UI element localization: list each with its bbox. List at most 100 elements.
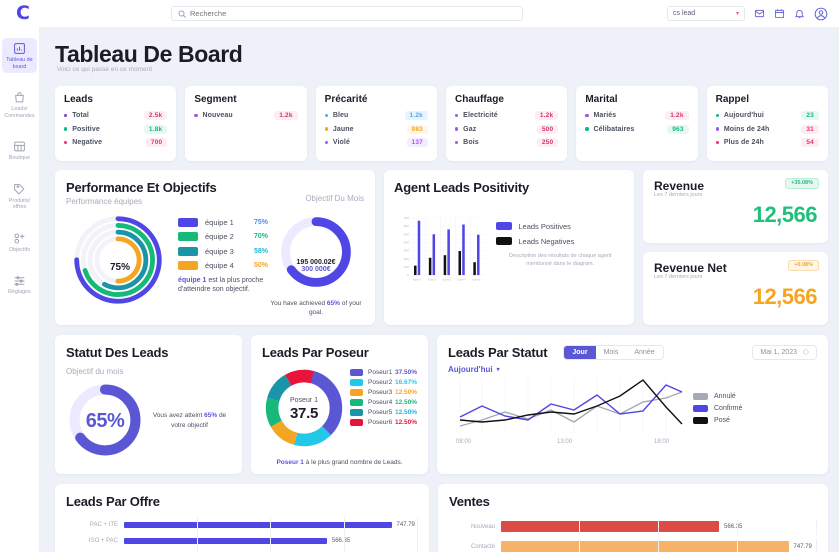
objectif-donut-svg <box>281 216 351 287</box>
brand-logo[interactable]: C <box>0 4 46 23</box>
kpi-card-rappel: Rappel Aujourd'hui 23 Moins de 24h 31 Pl… <box>706 86 828 161</box>
revenue-net-value: 12,566 <box>752 283 818 309</box>
legend-item: Leads Negatives <box>496 237 624 246</box>
store-icon <box>14 141 25 152</box>
kpi-row-item: Jaune 983 <box>324 124 428 134</box>
date-picker[interactable]: Mai 1, 2023 <box>752 344 817 360</box>
sidebar-item-label: Leads/ Commandes <box>4 106 35 119</box>
leads-par-offre-card: Leads Par Offre PAC + ITE 747.79 ISO + P… <box>55 483 429 552</box>
bell-icon[interactable] <box>794 8 805 19</box>
agent-description: Description des résultats de chaque agen… <box>508 252 612 267</box>
sidebar-item-leads-commandes[interactable]: Leads/ Commandes <box>2 87 37 122</box>
legend-item: Poseur1 37.50% <box>350 368 417 376</box>
kpi-value: 963 <box>667 124 689 134</box>
performance-legend: équipe 1 75% équipe 2 70% équipe 3 58% <box>174 212 268 317</box>
statut-line-filter[interactable]: Aujourd'hui ▾ <box>448 365 817 374</box>
sidebar-item-reglages[interactable]: Réglages <box>2 270 37 299</box>
revenue-value: 12,566 <box>752 201 818 227</box>
revenue-subtitle: Les 7 derniers jours <box>654 191 703 198</box>
svg-text:Agent2: Agent2 <box>428 277 437 281</box>
kpi-label: Aujourd'hui <box>723 112 764 119</box>
kpi-value: 2.5k <box>143 111 168 120</box>
kpi-label: Total <box>72 112 89 119</box>
app-shell: Tableau de board Leads/ Commandes Boutiq… <box>0 27 839 552</box>
performance-radial-chart: 75% <box>66 212 174 317</box>
calendar-icon[interactable] <box>774 8 785 19</box>
legend-label: équipe 1 <box>205 217 234 227</box>
legend-item: Confirmé <box>693 404 742 412</box>
tab-annee[interactable]: Année <box>634 348 655 356</box>
kpi-row-item: Nouveau 1.2k <box>194 111 298 120</box>
date-picker-value: Mai 1, 2023 <box>760 348 797 356</box>
offre-value: 747.79 <box>396 521 415 528</box>
performance-card: Performance Et Objectifs Performance équ… <box>55 169 375 325</box>
kpi-label: Plus de 24h <box>723 139 764 146</box>
kpi-title: Marital <box>585 94 618 105</box>
legend-item: équipe 4 50% <box>178 261 268 270</box>
svg-text:200: 200 <box>404 256 409 260</box>
revenue-badge: +35.08% <box>785 177 819 189</box>
legend-swatch <box>350 398 363 406</box>
tab-jour[interactable]: Jour <box>564 345 596 359</box>
mail-icon[interactable] <box>754 8 765 19</box>
kpi-title: Précarité <box>324 94 368 105</box>
legend-item: Leads Positives <box>496 222 624 231</box>
legend-item: Poseur3 12.50% <box>350 388 417 396</box>
svg-text:400: 400 <box>404 240 409 244</box>
ventes-category: Contacté <box>470 543 495 550</box>
legend-value: 12.50% <box>394 398 417 406</box>
performance-center-pct: 75% <box>109 262 130 274</box>
statut-note-pre: Vous avez atteint <box>152 412 205 420</box>
legend-item: Poseur2 16.67% <box>350 378 417 386</box>
legend-label: Leads Positives <box>518 221 571 231</box>
offre-bar-track: 566.35 <box>124 532 418 549</box>
statut-donut-chart: 65% <box>66 381 144 462</box>
legend-swatch <box>350 378 363 386</box>
bag-icon <box>15 92 24 103</box>
statut-subtitle: Objectif du mois <box>66 366 124 376</box>
offre-bar-track: 747.79 <box>124 516 418 533</box>
sidebar: Tableau de board Leads/ Commandes Boutiq… <box>0 27 39 552</box>
kpi-label: Bleu <box>332 112 349 119</box>
kpi-card-chauffage: Chauffage Electricité 1.2k Gaz 500 Bois … <box>445 86 568 161</box>
tab-mois[interactable]: Mois <box>603 348 619 356</box>
statut-line-chart <box>459 377 683 434</box>
chevron-down-icon: ▾ <box>496 366 500 373</box>
x-tick-label: 18:00 <box>654 438 670 445</box>
avatar[interactable] <box>814 7 828 21</box>
legend-label: Posé <box>714 416 730 424</box>
status-dot <box>585 127 589 131</box>
kpi-row-item: Bleu 1.2k <box>324 111 428 120</box>
kpi-row-item: Célibataires 963 <box>585 124 689 134</box>
performance-note-rest: est la plus proche d'atteindre son objec… <box>178 276 264 293</box>
sidebar-item-tableau-de-board[interactable]: Tableau de board <box>2 38 37 73</box>
kpi-value: 983 <box>406 124 428 134</box>
legend-value: 58% <box>253 247 268 255</box>
svg-text:0: 0 <box>407 273 409 277</box>
svg-text:Agent5: Agent5 <box>472 277 481 281</box>
ventes-bar-track: 747.79 <box>501 538 817 552</box>
sidebar-item-objectifs[interactable]: Objectifs <box>2 228 37 257</box>
x-tick-label: 08:00 <box>456 438 472 445</box>
poseur-note-rest: à le plus grand nombre de Leads. <box>303 458 403 466</box>
kpi-title: Leads <box>64 94 93 105</box>
target-icon <box>14 232 25 244</box>
search-box[interactable] <box>171 6 523 21</box>
legend-value: 12.50% <box>394 408 417 416</box>
search-input[interactable] <box>190 9 516 18</box>
kpi-label: Electricité <box>463 112 498 119</box>
account-select[interactable]: cs lead ▾ <box>667 6 745 21</box>
kpi-row-item: Positive 1.8k <box>64 124 168 134</box>
legend-label: équipe 3 <box>205 246 234 256</box>
offre-value: 566.35 <box>331 537 351 544</box>
kpi-label: Bois <box>463 139 479 146</box>
status-dot <box>715 113 719 118</box>
sidebar-item-boutique[interactable]: Boutique <box>2 136 37 165</box>
sidebar-item-produits-offres[interactable]: Produits/ offres <box>2 179 37 214</box>
statut-note-post: de votre objectif <box>171 412 227 430</box>
kpi-label: Positive <box>72 125 100 133</box>
kpi-value: 250 <box>536 138 559 147</box>
status-dot <box>715 127 719 131</box>
legend-value: 16.67% <box>394 378 417 386</box>
calendar-small-icon <box>803 349 809 355</box>
